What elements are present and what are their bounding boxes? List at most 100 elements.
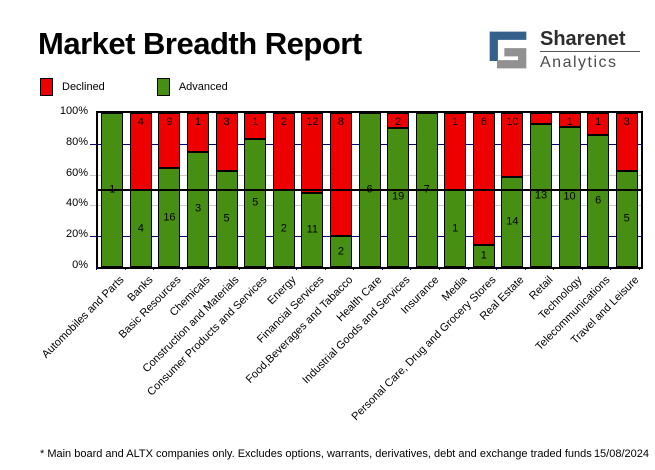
advanced-value-label: 13 (534, 189, 548, 201)
stacked-bar: 1 10 (558, 113, 581, 267)
sharenet-logo-icon (489, 31, 527, 69)
advanced-value-label: 10 (563, 190, 576, 203)
y-axis: 100% 80% 60% 40% 20% 0% (0, 105, 88, 271)
bar-segment-advanced (387, 127, 410, 267)
y-tick-label: 40% (65, 197, 88, 210)
category-label: Chemicals (167, 274, 213, 319)
x-axis-ticks (96, 265, 640, 270)
footer-date: 15/08/2024 (593, 448, 649, 460)
footer-note: * Main board and ALTX companies only. Ex… (40, 448, 592, 460)
brand-subtitle: Analytics (540, 54, 618, 71)
advanced-value-label: 19 (391, 190, 405, 203)
advanced-value-label: 5 (252, 196, 259, 209)
category-label: Insurance (398, 274, 442, 317)
category-label: Real Estate (478, 274, 527, 323)
advanced-value-label: 16 (163, 211, 176, 224)
sharenet-logo: Sharenet Analytics (486, 28, 640, 72)
legend-item-declined: Declined (40, 78, 105, 96)
bar-segment-advanced (501, 177, 524, 267)
x-axis-tick (581, 267, 583, 270)
declined-value-label: 2 (280, 116, 287, 128)
category-label: Personal Care, Drug and Grocery Stores (349, 274, 499, 423)
declined-swatch-icon (40, 78, 53, 96)
bar-segment-declined (244, 113, 267, 139)
y-tick-label: 20% (65, 228, 88, 241)
y-tick-label: 80% (65, 135, 88, 148)
advanced-swatch-icon (156, 78, 170, 96)
bar-segment-advanced (187, 151, 210, 267)
x-axis-tick (181, 267, 183, 270)
advanced-value-label: 6 (595, 194, 602, 207)
bar-segment-declined (501, 113, 524, 178)
category-label: Industrial Goods and Services (300, 274, 413, 387)
x-axis-tick (353, 267, 355, 270)
declined-value-label: 2 (395, 116, 402, 128)
bar-segment-declined (158, 113, 181, 169)
x-axis-tick (410, 267, 412, 270)
brand-name: Sharenet (540, 28, 626, 50)
advanced-value-label: 11 (306, 223, 319, 236)
bar-segment-declined (301, 113, 324, 194)
declined-value-label: 6 (480, 116, 487, 128)
stacked-bar: 12 11 (301, 113, 324, 267)
bar-segment-declined (615, 113, 638, 171)
y-axis-tick (90, 236, 96, 238)
stacked-bar: 2 19 (387, 113, 410, 267)
advanced-value-label: 1 (480, 249, 487, 262)
bar-segment-declined (187, 113, 210, 152)
brand-divider (540, 51, 640, 52)
chart-legend: Declined Advanced (40, 78, 228, 96)
bar-segment-declined (215, 113, 238, 171)
x-axis-tick (96, 267, 97, 270)
x-axis-tick (267, 267, 269, 270)
declined-value-label: 8 (337, 116, 344, 128)
stacked-bar: 10 14 (501, 113, 524, 267)
declined-value-label: 1 (252, 116, 259, 128)
stacked-bar: 9 16 (158, 113, 181, 267)
category-label: Basic Resources (117, 274, 184, 341)
advanced-value-label: 1 (452, 222, 459, 234)
category-label: Automobiles and Parts (40, 274, 127, 361)
declined-value-label: 10 (506, 116, 519, 128)
declined-value-label: 1 (566, 116, 573, 128)
bar-segment-advanced (587, 135, 610, 267)
plot-area: 1449161335152212118262197116110141311016… (90, 111, 643, 269)
declined-value-label: 9 (166, 116, 173, 128)
advanced-value-label: 3 (194, 202, 202, 215)
category-label: Retail (527, 274, 556, 303)
bar-segment-advanced (244, 138, 267, 267)
legend-item-advanced: Advanced (156, 78, 228, 96)
bar-segment-advanced (158, 168, 181, 267)
declined-value-label: 3 (223, 116, 230, 128)
page-title: Market Breadth Report (38, 26, 362, 61)
category-label: Telecommunications (533, 274, 613, 353)
x-axis-tick (124, 267, 126, 270)
bar-segment-advanced (215, 170, 238, 267)
bar-segment-advanced (558, 127, 581, 267)
x-axis-tick (496, 267, 498, 270)
legend-label-declined: Declined (62, 81, 105, 93)
category-label: Health Care (333, 274, 384, 324)
y-tick-label: 60% (65, 166, 88, 179)
bar-segment-advanced (472, 245, 495, 267)
declined-value-label: 1 (595, 116, 602, 128)
bar-segment-declined (529, 113, 552, 124)
advanced-value-label: 4 (137, 222, 144, 234)
x-axis-tick (438, 267, 440, 270)
x-axis-tick (553, 267, 555, 270)
declined-value-label: 1 (194, 116, 202, 128)
declined-value-label: 1 (452, 116, 459, 128)
y-axis-tick (90, 174, 96, 176)
x-axis-tick (324, 267, 326, 270)
y-axis-tick (90, 205, 96, 207)
category-label: Banks (125, 274, 156, 305)
x-axis-tick (639, 267, 640, 270)
legend-label-advanced: Advanced (178, 81, 228, 93)
bar-segment-declined (587, 113, 610, 135)
